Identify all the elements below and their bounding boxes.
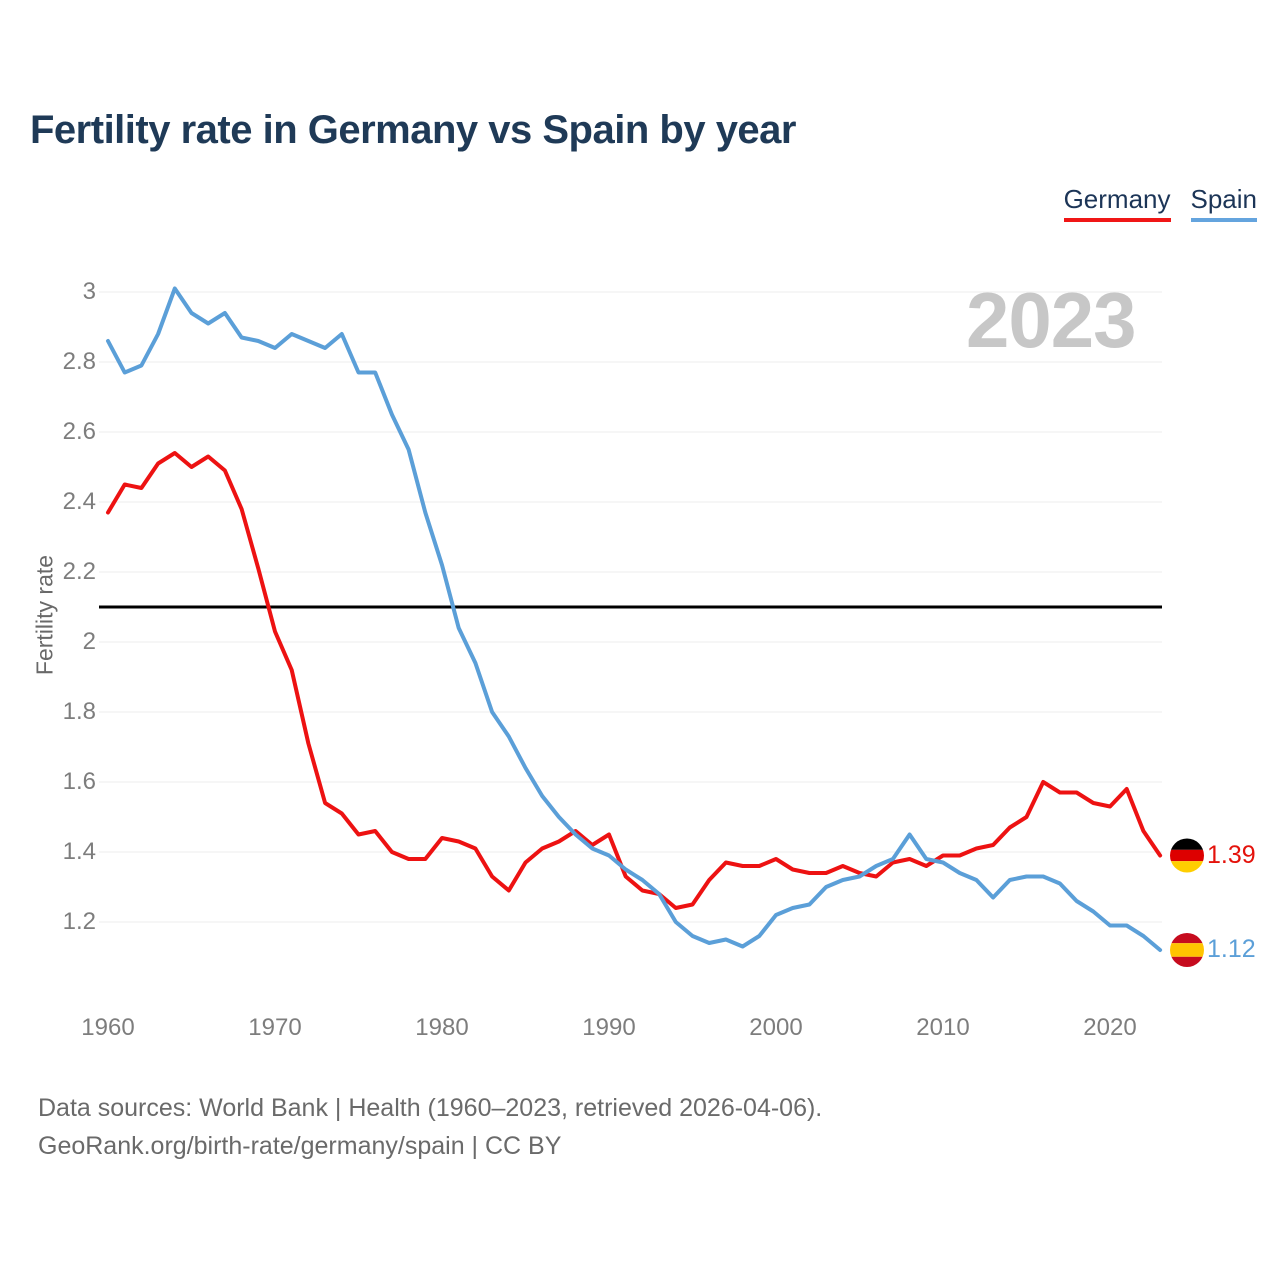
germany-end-value-label: 1.39 — [1207, 840, 1256, 869]
y-tick-label: 1.6 — [62, 768, 96, 795]
y-tick-label: 1.4 — [62, 838, 96, 865]
x-tick-label: 1990 — [582, 1014, 636, 1041]
y-tick-label: 2.2 — [62, 558, 96, 585]
x-tick-label: 2020 — [1083, 1014, 1137, 1041]
legend-item-germany[interactable]: Germany — [1063, 184, 1171, 222]
x-tick-label: 1960 — [81, 1014, 135, 1041]
y-tick-label: 1.2 — [62, 908, 96, 935]
legend: Germany Spain — [1063, 184, 1257, 222]
germany-line — [106, 451, 1163, 910]
spain-line — [106, 286, 1163, 952]
y-tick-label: 2.6 — [62, 418, 96, 445]
x-tick-label: 1970 — [248, 1014, 302, 1041]
data-sources-text: Data sources: World Bank | Health (1960–… — [38, 1094, 823, 1122]
attribution-link-text: GeoRank.org/birth-rate/germany/spain | C… — [38, 1132, 562, 1160]
y-tick-label: 3 — [82, 278, 96, 305]
x-tick-label: 2000 — [749, 1014, 803, 1041]
x-tick-label: 1980 — [415, 1014, 469, 1041]
y-tick-label: 2.8 — [62, 348, 96, 375]
legend-item-spain[interactable]: Spain — [1190, 184, 1257, 222]
x-tick-label: 2010 — [916, 1014, 970, 1041]
footer: Data sources: World Bank | Health (1960–… — [38, 1089, 822, 1165]
y-tick-label: 2 — [82, 628, 96, 655]
spain-end-value-label: 1.12 — [1207, 935, 1256, 963]
page-title: Fertility rate in Germany vs Spain by ye… — [30, 108, 797, 152]
y-tick-label: 1.8 — [62, 698, 96, 725]
watermark-year: 2023 — [966, 276, 1137, 364]
spain-flag-icon — [1170, 933, 1204, 967]
germany-flag-icon — [1170, 838, 1204, 873]
y-tick-label: 2.4 — [62, 488, 96, 515]
